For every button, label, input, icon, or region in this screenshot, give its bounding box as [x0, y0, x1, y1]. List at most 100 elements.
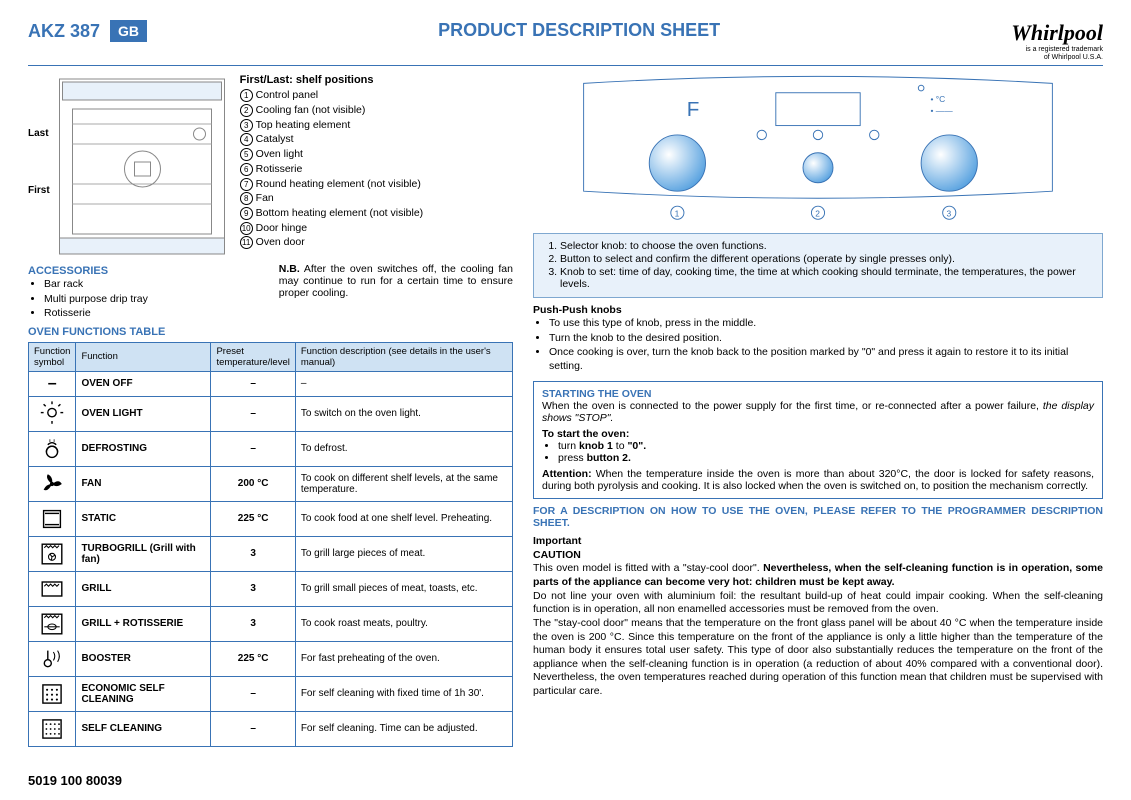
- control-panel-illustration: F 1 2 3 • °C • ——: [533, 74, 1103, 224]
- last-label: Last: [28, 128, 50, 139]
- panel-legend-item: Button to select and confirm the differe…: [560, 253, 1094, 265]
- temp-cell: 225 °C: [211, 501, 295, 536]
- part-item: 2Cooling fan (not visible): [240, 103, 513, 118]
- table-header: Preset temperature/level: [211, 342, 295, 371]
- part-item: 5Oven light: [240, 147, 513, 162]
- desc-cell: For self cleaning. Time can be adjusted.: [295, 711, 512, 746]
- temp-cell: –: [211, 676, 295, 711]
- desc-cell: To cook roast meats, poultry.: [295, 606, 512, 641]
- part-item: 4Catalyst: [240, 132, 513, 147]
- table-header: Function symbol: [29, 342, 76, 371]
- nb-note: N.B. After the oven switches off, the co…: [279, 263, 513, 299]
- temp-cell: –: [211, 711, 295, 746]
- table-row: –OVEN OFF––: [29, 371, 513, 396]
- function-cell: ECONOMIC SELF CLEANING: [76, 676, 211, 711]
- symbol-cell: [29, 676, 76, 711]
- symbol-cell: [29, 711, 76, 746]
- symbol-cell: [29, 571, 76, 606]
- brand-sub1: is a registered trademark: [1011, 46, 1103, 54]
- country-badge: GB: [110, 20, 147, 42]
- desc-cell: –: [295, 371, 512, 396]
- push-item: Turn the knob to the desired position.: [549, 331, 1103, 345]
- desc-cell: For self cleaning with fixed time of 1h …: [295, 676, 512, 711]
- caution-p2: Do not line your oven with aluminium foi…: [533, 590, 1103, 617]
- table-row: GRILL + ROTISSERIE3To cook roast meats, …: [29, 606, 513, 641]
- part-item: 7Round heating element (not visible): [240, 177, 513, 192]
- important-head: Important: [533, 535, 1103, 549]
- svg-text:• °C: • °C: [931, 95, 946, 105]
- parts-labels: First/Last: shelf positions 1Control pan…: [240, 74, 513, 259]
- part-item: 3Top heating element: [240, 118, 513, 133]
- table-row: SELF CLEANING–For self cleaning. Time ca…: [29, 711, 513, 746]
- panel-legend-item: Knob to set: time of day, cooking time, …: [560, 266, 1094, 290]
- svg-text:3: 3: [946, 209, 951, 219]
- first-label: First: [28, 185, 50, 196]
- desc-cell: To cook food at one shelf level. Preheat…: [295, 501, 512, 536]
- oven-diagram-row: Last First First/Last: shelf positions 1…: [28, 74, 513, 259]
- table-row: GRILL3To grill small pieces of meat, toa…: [29, 571, 513, 606]
- table-row: OVEN LIGHT–To switch on the oven light.: [29, 396, 513, 431]
- table-header: Function description (see details in the…: [295, 342, 512, 371]
- part-item: 9Bottom heating element (not visible): [240, 206, 513, 221]
- push-item: Once cooking is over, turn the knob back…: [549, 345, 1103, 373]
- push-knobs-list: To use this type of knob, press in the m…: [549, 316, 1103, 373]
- desc-cell: To defrost.: [295, 431, 512, 466]
- function-cell: STATIC: [76, 501, 211, 536]
- shelf-positions-title: First/Last: shelf positions: [240, 74, 513, 86]
- accessories-head: ACCESSORIES: [28, 265, 261, 277]
- symbol-cell: [29, 536, 76, 571]
- part-item: 6Rotisserie: [240, 162, 513, 177]
- symbol-cell: [29, 606, 76, 641]
- part-item: 11Oven door: [240, 235, 513, 250]
- caution-p3: The "stay-cool door" means that the temp…: [533, 617, 1103, 699]
- nb-text: After the oven switches off, the cooling…: [279, 263, 513, 299]
- right-column: F 1 2 3 • °C • —— Selector knob: to choo…: [533, 74, 1103, 747]
- knob-legend-box: Selector knob: to choose the oven functi…: [533, 233, 1103, 298]
- svg-text:2: 2: [815, 209, 820, 219]
- function-cell: GRILL + ROTISSERIE: [76, 606, 211, 641]
- brand-sub2: of Whirlpool U.S.A.: [1011, 54, 1103, 62]
- desc-cell: To grill small pieces of meat, toasts, e…: [295, 571, 512, 606]
- accessories-list: Bar rackMulti purpose drip trayRotisseri…: [44, 277, 261, 320]
- important-block: Important CAUTION This oven model is fit…: [533, 535, 1103, 699]
- temp-cell: –: [211, 431, 295, 466]
- parts-list: 1Control panel2Cooling fan (not visible)…: [240, 88, 513, 250]
- symbol-cell: [29, 501, 76, 536]
- function-cell: OVEN LIGHT: [76, 396, 211, 431]
- table-row: FAN200 °CTo cook on different shelf leve…: [29, 466, 513, 501]
- page-title: PRODUCT DESCRIPTION SHEET: [438, 20, 720, 41]
- desc-cell: To grill large pieces of meat.: [295, 536, 512, 571]
- part-item: 8Fan: [240, 191, 513, 206]
- function-cell: SELF CLEANING: [76, 711, 211, 746]
- symbol-cell: [29, 641, 76, 676]
- table-row: BOOSTER225 °CFor fast preheating of the …: [29, 641, 513, 676]
- temp-cell: 3: [211, 606, 295, 641]
- panel-legend-item: Selector knob: to choose the oven functi…: [560, 240, 1094, 252]
- table-body: –OVEN OFF––OVEN LIGHT–To switch on the o…: [29, 371, 513, 746]
- push-knobs-head: Push-Push knobs: [533, 304, 1103, 316]
- svg-text:• ——: • ——: [931, 106, 954, 116]
- desc-cell: For fast preheating of the oven.: [295, 641, 512, 676]
- temp-cell: –: [211, 371, 295, 396]
- functions-table-head: OVEN FUNCTIONS TABLE: [28, 326, 513, 338]
- symbol-cell: [29, 431, 76, 466]
- temp-cell: 200 °C: [211, 466, 295, 501]
- nb-label: N.B.: [279, 263, 300, 275]
- model-row: AKZ 387 GB: [28, 20, 147, 42]
- header: AKZ 387 GB PRODUCT DESCRIPTION SHEET Whi…: [28, 20, 1103, 66]
- table-header-row: Function symbolFunctionPreset temperatur…: [29, 342, 513, 371]
- function-cell: BOOSTER: [76, 641, 211, 676]
- knob-legend-list: Selector knob: to choose the oven functi…: [560, 240, 1094, 290]
- temp-cell: 3: [211, 536, 295, 571]
- starting-oven-box: STARTING THE OVEN When the oven is conne…: [533, 381, 1103, 499]
- desc-cell: To switch on the oven light.: [295, 396, 512, 431]
- panel-letter: F: [687, 99, 700, 122]
- table-row: STATIC225 °CTo cook food at one shelf le…: [29, 501, 513, 536]
- caution-head: CAUTION: [533, 549, 1103, 563]
- table-row: DEFROSTING–To defrost.: [29, 431, 513, 466]
- part-item: 10Door hinge: [240, 221, 513, 236]
- temp-cell: –: [211, 396, 295, 431]
- svg-text:1: 1: [675, 209, 680, 219]
- footer-code: 5019 100 80039: [28, 773, 122, 788]
- symbol-cell: [29, 466, 76, 501]
